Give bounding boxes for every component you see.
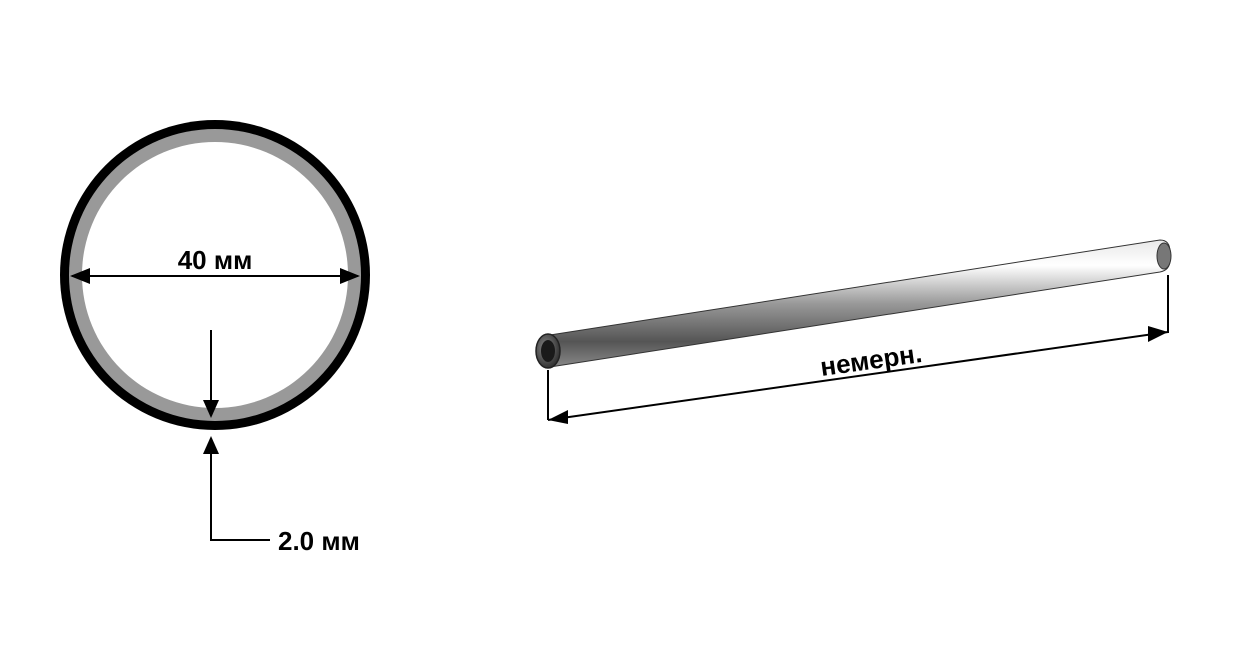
tube-far-end: [1157, 243, 1171, 269]
diameter-label: 40 мм: [60, 245, 370, 276]
thickness-label: 2.0 мм: [278, 526, 360, 557]
tube-svg: [520, 180, 1180, 440]
thickness-arrow-down-head: [203, 400, 219, 418]
length-arrow-left: [548, 410, 568, 424]
thickness-arrow-top-line: [210, 330, 212, 408]
thickness-arrow-bottom-line: [210, 450, 212, 540]
cross-section-view: 40 мм 2.0 мм: [60, 120, 370, 430]
length-arrow-right: [1148, 326, 1168, 342]
thickness-arrow-up-head: [203, 436, 219, 454]
diagram-container: 40 мм 2.0 мм: [0, 0, 1240, 660]
tube-inner-hole: [541, 340, 555, 362]
thickness-leader-line: [210, 539, 270, 541]
side-view: немерн.: [520, 180, 1180, 440]
outer-circle-border: 40 мм 2.0 мм: [60, 120, 370, 430]
